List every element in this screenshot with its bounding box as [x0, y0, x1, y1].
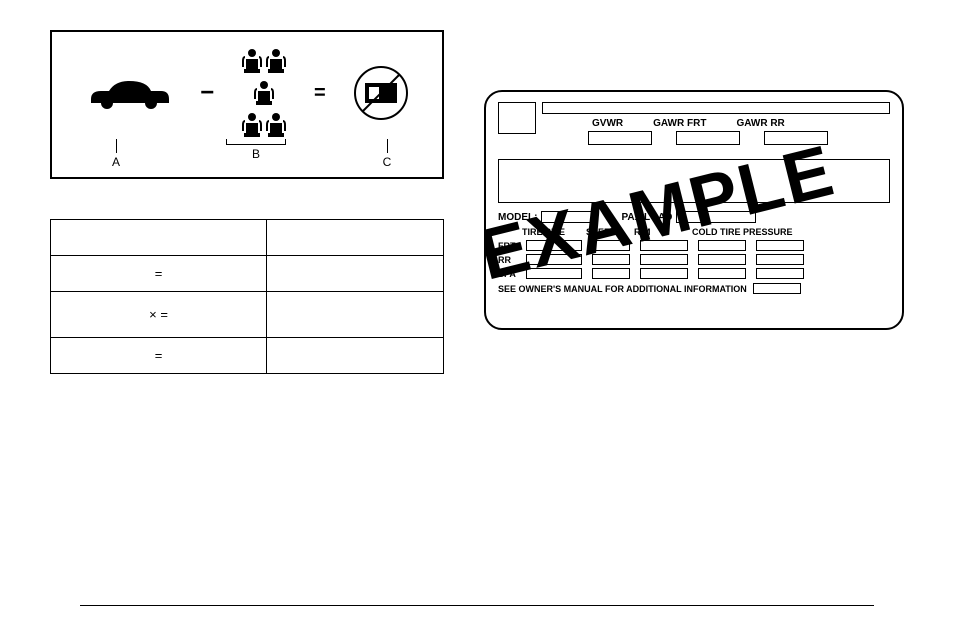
placard-box [541, 211, 593, 223]
table-cell [267, 292, 444, 338]
placard-box [640, 268, 688, 279]
speed-label: SPEED [586, 227, 626, 237]
gvwr-label: GVWR [592, 118, 623, 129]
table-cell [51, 220, 267, 256]
seat-icon [265, 47, 287, 75]
placard-box [698, 268, 746, 279]
placard-box [498, 159, 890, 203]
placard-box [756, 240, 804, 251]
right-column: GVWR GAWR FRT GAWR RR MODEL: PAX LOAD [484, 30, 904, 374]
label-a: A [112, 155, 120, 169]
placard-box [640, 254, 688, 265]
diagram-labels: A B C [72, 139, 422, 169]
placard-box [498, 102, 536, 134]
placard-box [676, 211, 756, 223]
placard-box [592, 268, 630, 279]
label-c: C [383, 155, 392, 169]
table-cell: = [51, 338, 267, 374]
placard-box [592, 254, 630, 265]
table-cell [267, 220, 444, 256]
diagram-row: − = [72, 47, 422, 139]
minus-sign: − [200, 79, 214, 107]
placard-box [698, 240, 746, 251]
spa-label: SPA [498, 269, 516, 279]
placard-box [676, 131, 740, 145]
placard-box [592, 240, 630, 251]
footer-rule [80, 605, 874, 606]
brace-line [226, 139, 286, 145]
placard-box [640, 240, 688, 251]
equals-sign: = [314, 82, 326, 105]
table-row: = [51, 338, 444, 374]
pointer-line [387, 139, 388, 153]
tire-size-label: TIRE SIZE [522, 227, 578, 237]
rim-label: RIM [634, 227, 684, 237]
pax-load-label: PAX LOAD [621, 212, 672, 223]
seat-icon [265, 111, 287, 139]
table-cell [267, 256, 444, 292]
cold-tire-label: COLD TIRE PRESSURE [692, 227, 812, 237]
placard-box [526, 268, 582, 279]
cargo-icon [353, 65, 409, 121]
page: − = [0, 0, 954, 404]
seat-group [241, 47, 287, 139]
table-cell [267, 338, 444, 374]
table-cell: × = [51, 292, 267, 338]
load-diagram: − = [50, 30, 444, 179]
seat-icon [241, 47, 263, 75]
placard-box [526, 240, 582, 251]
placard-box [764, 131, 828, 145]
placard-bar [542, 102, 890, 114]
table-row [51, 220, 444, 256]
gawr-frt-label: GAWR FRT [653, 118, 706, 129]
placard-box [756, 268, 804, 279]
placard-box [753, 283, 801, 294]
calc-table: = × = = [50, 219, 444, 374]
frt-label: FRT [498, 241, 516, 251]
left-column: − = [50, 30, 444, 374]
tire-placard: GVWR GAWR FRT GAWR RR MODEL: PAX LOAD [484, 90, 904, 330]
label-b: B [252, 147, 260, 161]
model-label: MODEL: [498, 212, 537, 223]
pointer-line [116, 139, 117, 153]
placard-footer: SEE OWNER'S MANUAL FOR ADDITIONAL INFORM… [498, 284, 747, 294]
rr-label: RR [498, 255, 516, 265]
table-cell: = [51, 256, 267, 292]
seat-icon [241, 111, 263, 139]
placard-box [588, 131, 652, 145]
placard-box [698, 254, 746, 265]
placard-box [756, 254, 804, 265]
gawr-rr-label: GAWR RR [736, 118, 784, 129]
car-icon [85, 75, 173, 111]
seat-icon [253, 79, 275, 107]
table-row: = [51, 256, 444, 292]
table-row: × = [51, 292, 444, 338]
placard-box [526, 254, 582, 265]
